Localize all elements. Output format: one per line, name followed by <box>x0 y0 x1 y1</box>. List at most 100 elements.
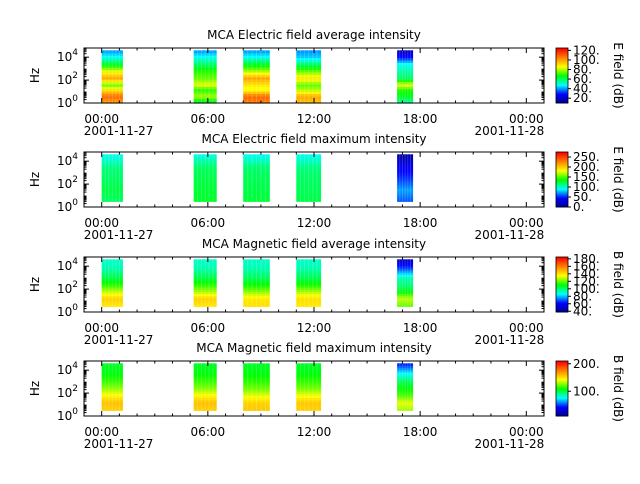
spectrogram-cell <box>243 175 270 179</box>
spectrogram-cell <box>296 365 322 369</box>
spectrogram-cell <box>397 282 414 286</box>
colorbar-cell <box>556 309 568 312</box>
spectrogram-cell <box>397 177 414 181</box>
spectrogram-cell <box>397 100 414 104</box>
colorbar-cell <box>556 179 568 182</box>
spectrogram-cell <box>243 69 270 73</box>
spectrogram-cell <box>193 371 217 375</box>
colorbar-cell <box>556 374 568 376</box>
spectrogram-cell <box>101 373 123 377</box>
colorbar-cell <box>556 387 568 389</box>
spectrogram-cell <box>243 184 270 187</box>
colorbar-cell <box>556 307 568 310</box>
panel-3: MCA Magnetic field average intensity Hz 10… <box>28 237 625 347</box>
spectrogram-cell <box>397 194 414 198</box>
spectrogram-cell <box>296 289 322 292</box>
y-axis-label: Hz <box>28 68 42 83</box>
colorbar-frame <box>555 151 569 208</box>
spectrogram-cell <box>397 369 414 373</box>
spectrogram-cell <box>101 167 123 170</box>
spectrogram-cell <box>296 272 322 275</box>
spectrogram-cell <box>397 64 414 68</box>
spectrogram-cell <box>397 197 414 200</box>
spectrogram-cell <box>397 182 414 185</box>
colorbar-cell <box>556 302 568 304</box>
spectrogram-cell <box>243 57 270 61</box>
colorbar-cell <box>556 193 568 196</box>
y-tick-label: 102 <box>57 384 78 400</box>
colorbar-cell <box>556 392 568 395</box>
x-tick-label: 12:00 <box>297 216 332 230</box>
colorbar-tick-label: 250. <box>573 150 600 164</box>
spectrogram-cell <box>243 100 270 104</box>
spectrogram-cell <box>397 50 414 54</box>
spectrogram-cell <box>193 190 217 194</box>
colorbar-cell <box>556 196 568 198</box>
colorbar-cell <box>556 385 568 387</box>
colorbar-cell <box>556 284 568 287</box>
colorbar-cell <box>556 286 568 289</box>
spectrogram-cell <box>243 188 270 192</box>
colorbar-cell <box>556 295 568 298</box>
spectrogram-cell <box>193 406 217 409</box>
colorbar-cell <box>556 189 568 191</box>
spectrogram-cell <box>243 278 270 282</box>
spectrogram-cell <box>243 295 270 299</box>
spectrogram-cell <box>296 158 322 162</box>
colorbar-cell <box>556 280 568 282</box>
colorbar-cell <box>556 275 568 278</box>
colorbar-tick-label: 100. <box>573 180 600 194</box>
colorbar-cell <box>556 188 568 190</box>
colorbar-cell <box>556 201 568 204</box>
colorbar-cell <box>556 161 568 164</box>
spectrogram-cell <box>101 156 123 160</box>
colorbar-cell <box>556 155 568 157</box>
colorbar-frame <box>555 47 569 104</box>
spectrogram-cell <box>243 156 270 160</box>
spectrogram-cell <box>243 376 270 379</box>
colorbar-cell <box>556 66 568 69</box>
colorbar-tick-label: 40. <box>573 304 592 318</box>
spectrogram-cell <box>296 388 322 392</box>
colorbar-cell <box>556 394 568 396</box>
spectrogram-cell <box>193 184 217 187</box>
spectrogram-cell <box>397 98 414 102</box>
colorbar-cell <box>556 391 568 394</box>
colorbar-tick-label: 80. <box>573 289 592 303</box>
colorbar-cell <box>556 397 568 399</box>
spectrogram-cell <box>243 269 270 273</box>
spectrogram-cell <box>193 397 217 401</box>
spectrogram-cell <box>397 393 414 396</box>
spectrogram-cell <box>243 267 270 271</box>
spectrogram-cell <box>101 52 123 56</box>
spectrogram-cell <box>296 363 322 367</box>
colorbar-cell <box>556 265 568 268</box>
spectrogram-cell <box>101 287 123 290</box>
spectrogram-cell <box>243 259 270 263</box>
spectrogram-cell <box>193 265 217 269</box>
spectrogram-segment <box>193 50 217 104</box>
spectrogram-cell <box>193 291 217 295</box>
spectrogram-cell <box>101 376 123 379</box>
colorbar-cell <box>556 166 568 168</box>
spectrogram-cell <box>296 263 322 267</box>
spectrogram-cell <box>296 278 322 282</box>
colorbar-frame <box>555 360 569 417</box>
colorbar-tick-label: 60. <box>573 297 592 311</box>
spectrogram-cell <box>296 173 322 177</box>
spectrogram-cell <box>101 197 123 200</box>
spectrogram-cell <box>296 192 322 196</box>
spectrogram-cell <box>243 83 270 87</box>
spectrogram-cell <box>243 386 270 390</box>
spectrogram-cell <box>296 177 322 181</box>
spectrogram-cell <box>397 55 414 59</box>
spectrogram-cell <box>193 177 217 181</box>
spectrogram-cell <box>101 259 123 263</box>
spectrogram-cell <box>101 186 123 190</box>
colorbar-cell <box>556 54 568 57</box>
colorbar-cell <box>556 97 568 100</box>
spectrogram-cell <box>193 380 217 384</box>
colorbar-cell <box>556 158 568 161</box>
spectrogram-cell <box>296 162 322 166</box>
spectrogram-cell <box>243 382 270 386</box>
